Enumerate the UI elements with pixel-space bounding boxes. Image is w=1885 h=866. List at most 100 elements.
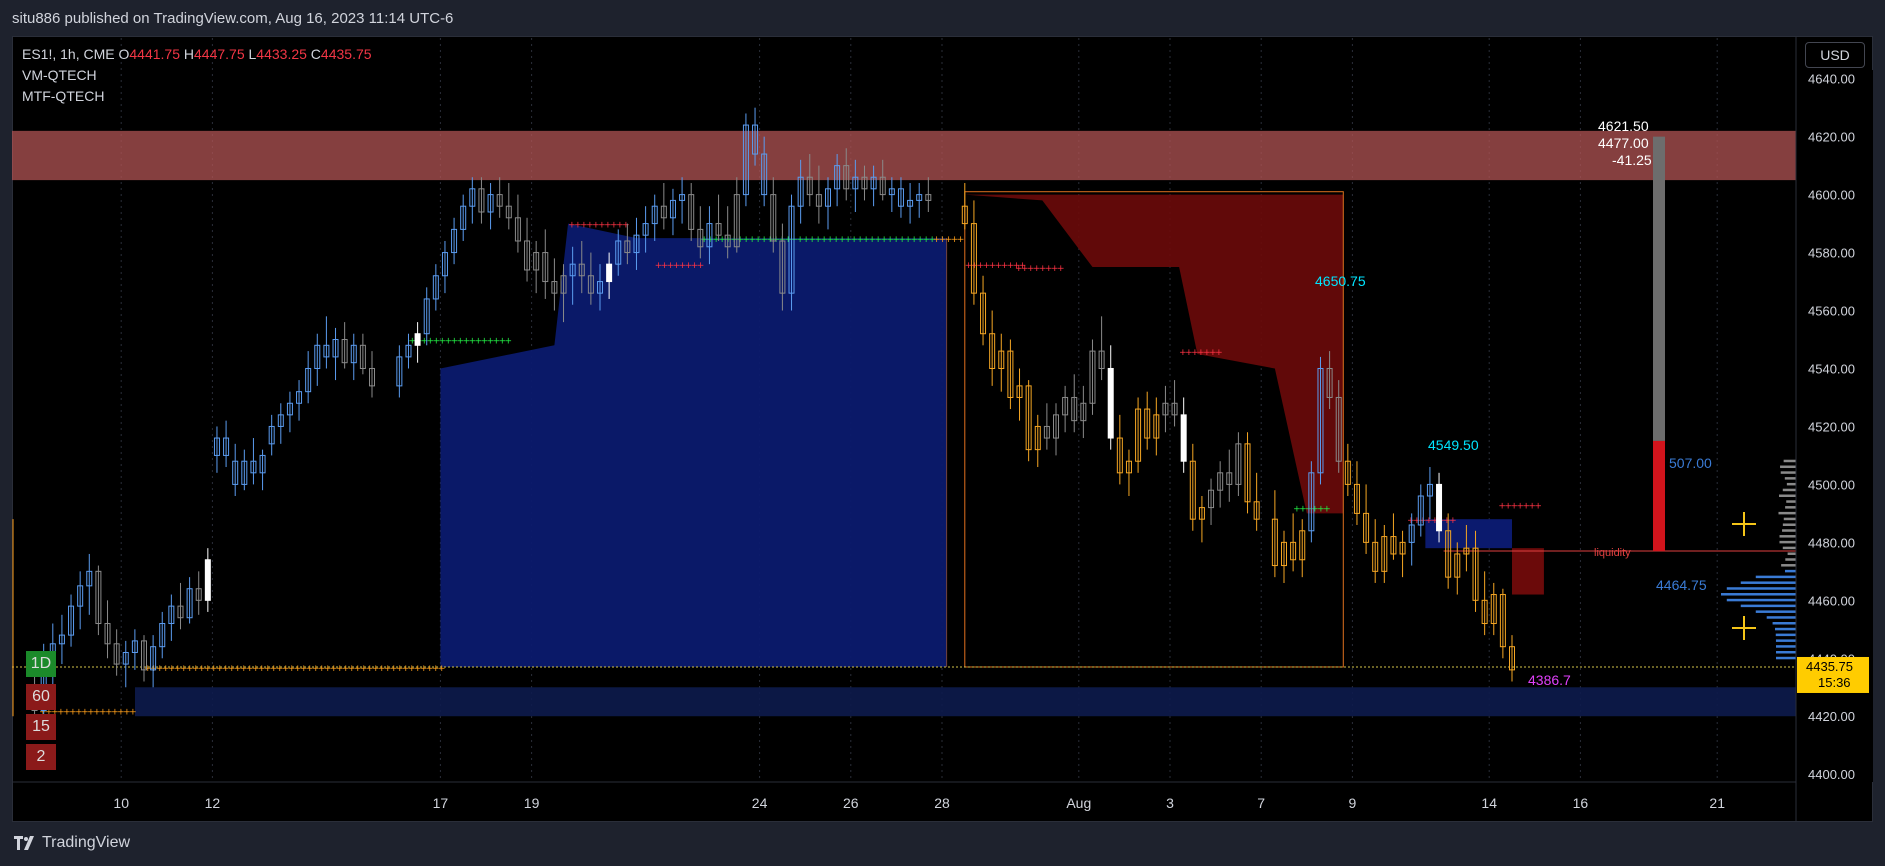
- y-tick-label: 4600.00: [1808, 188, 1855, 203]
- mtf-level: +: [957, 235, 965, 245]
- volume-profile-bar: [1785, 506, 1796, 509]
- volume-profile-bar: [1787, 483, 1796, 486]
- annotation-magenta: 4386.7: [1528, 672, 1571, 688]
- x-tick-label: 12: [205, 795, 221, 811]
- volume-profile-bar: [1783, 489, 1796, 492]
- x-tick-label: 16: [1573, 795, 1589, 811]
- mtf-level: +: [1057, 264, 1065, 274]
- volume-profile-bar: [1741, 605, 1796, 608]
- volume-profile-bar: [1767, 616, 1796, 619]
- open-key: O: [118, 46, 129, 62]
- volume-profile-bar: [1785, 477, 1796, 480]
- volume-profile-bar: [1780, 466, 1796, 469]
- supply-zone: [12, 131, 1796, 180]
- volume-profile-bar: [1782, 529, 1796, 532]
- measure-bar: [1653, 137, 1665, 441]
- volume-profile-bar: [1786, 500, 1796, 503]
- annotation-blue: 4464.75: [1656, 577, 1707, 593]
- x-tick-label: 28: [934, 795, 950, 811]
- mtf-level: +: [129, 707, 137, 717]
- x-tick-label: 3: [1166, 795, 1174, 811]
- annotation-measure: 4621.50: [1598, 118, 1649, 134]
- annotation-measure: -41.25: [1612, 152, 1652, 168]
- mtf-level: +: [697, 261, 705, 271]
- ohlc-row: ES1!, 1h, CME O4441.75 H4447.75 L4433.25…: [22, 44, 372, 65]
- y-tick-label: 4640.00: [1808, 72, 1855, 87]
- x-tick-label: 10: [113, 795, 129, 811]
- volume-profile-bar: [1781, 564, 1796, 567]
- volume-profile-bar: [1783, 547, 1796, 550]
- volume-profile-bar: [1721, 593, 1796, 596]
- volume-profile-bar: [1785, 558, 1796, 561]
- ticker-label: ES1!, 1h, CME: [22, 46, 115, 62]
- volume-profile-bar: [1781, 471, 1796, 474]
- candle-body: [205, 560, 210, 601]
- volume-profile-bar: [1776, 639, 1796, 642]
- mtf-label-1D: 1D: [26, 651, 56, 677]
- measure-bar-red: [1653, 441, 1665, 551]
- mtf-level: +: [1449, 516, 1457, 526]
- y-tick-label: 4500.00: [1808, 477, 1855, 492]
- small-red-zone: [1512, 548, 1544, 594]
- volume-profile-bar: [1775, 628, 1796, 631]
- volume-profile-bar: [1779, 495, 1796, 498]
- chart-legend: ES1!, 1h, CME O4441.75 H4447.75 L4433.25…: [22, 44, 372, 107]
- candle-body: [1437, 484, 1442, 530]
- mtf-label-60: 60: [26, 684, 56, 710]
- annotation-cyan: 4650.75: [1315, 273, 1366, 289]
- y-tick-label: 4560.00: [1808, 304, 1855, 319]
- volume-profile-bar: [1779, 541, 1796, 544]
- volume-profile-bar: [1727, 587, 1796, 590]
- volume-profile-bar: [1727, 599, 1796, 602]
- low-value: 4433.25: [256, 46, 307, 62]
- indicator-vm[interactable]: VM-QTECH: [22, 65, 372, 86]
- candle-body: [1181, 415, 1186, 461]
- y-tick-label: 4580.00: [1808, 246, 1855, 261]
- y-tick-label: 4420.00: [1808, 709, 1855, 724]
- mtf-label-15: 15: [26, 714, 56, 740]
- volume-profile-bar: [1788, 552, 1796, 555]
- volume-profile-bar: [1741, 581, 1796, 584]
- range-box-edge: [947, 238, 948, 667]
- open-value: 4441.75: [129, 46, 180, 62]
- volume-profile-bar: [1776, 645, 1796, 648]
- annotation-blue: 507.00: [1669, 455, 1712, 471]
- countdown-text: 15:36: [1818, 675, 1851, 690]
- mtf-level: +: [1534, 502, 1542, 512]
- last-price-text: 4435.75: [1806, 659, 1853, 674]
- y-tick-label: 4540.00: [1808, 361, 1855, 376]
- mtf-level: +: [1215, 348, 1223, 358]
- volume-profile-bar: [1778, 512, 1796, 515]
- y-tick-label: 4480.00: [1808, 535, 1855, 550]
- volume-profile-bar: [1776, 651, 1796, 654]
- currency-button[interactable]: USD: [1805, 42, 1865, 68]
- mtf-level: +: [622, 221, 630, 231]
- x-tick-label: 9: [1349, 795, 1357, 811]
- tradingview-logo: TradingView: [14, 834, 130, 852]
- volume-profile-bar: [1756, 610, 1796, 613]
- x-tick-label: 17: [433, 795, 449, 811]
- y-tick-label: 4620.00: [1808, 130, 1855, 145]
- indicator-mtf[interactable]: MTF-QTECH: [22, 86, 372, 107]
- volume-profile-bar: [1784, 460, 1796, 463]
- bear-volume-zone: [965, 195, 1343, 514]
- x-tick-label: 26: [843, 795, 859, 811]
- tradingview-logo-icon: [14, 836, 36, 850]
- y-tick-label: 4520.00: [1808, 419, 1855, 434]
- demand-zone: [135, 687, 1796, 716]
- y-tick-label: 4400.00: [1808, 767, 1855, 782]
- x-tick-label: 14: [1481, 795, 1497, 811]
- mtf-level: +: [438, 664, 446, 674]
- x-tick-label: 7: [1257, 795, 1265, 811]
- y-tick-label: 4460.00: [1808, 593, 1855, 608]
- candle-body: [415, 334, 420, 346]
- high-key: H: [184, 46, 194, 62]
- candle-body: [1108, 368, 1113, 438]
- x-tick-label: Aug: [1066, 795, 1091, 811]
- volume-profile-bar: [1785, 570, 1796, 573]
- close-key: C: [311, 46, 321, 62]
- candle-body: [607, 264, 612, 281]
- close-value: 4435.75: [321, 46, 372, 62]
- mtf-level: +: [1323, 505, 1331, 515]
